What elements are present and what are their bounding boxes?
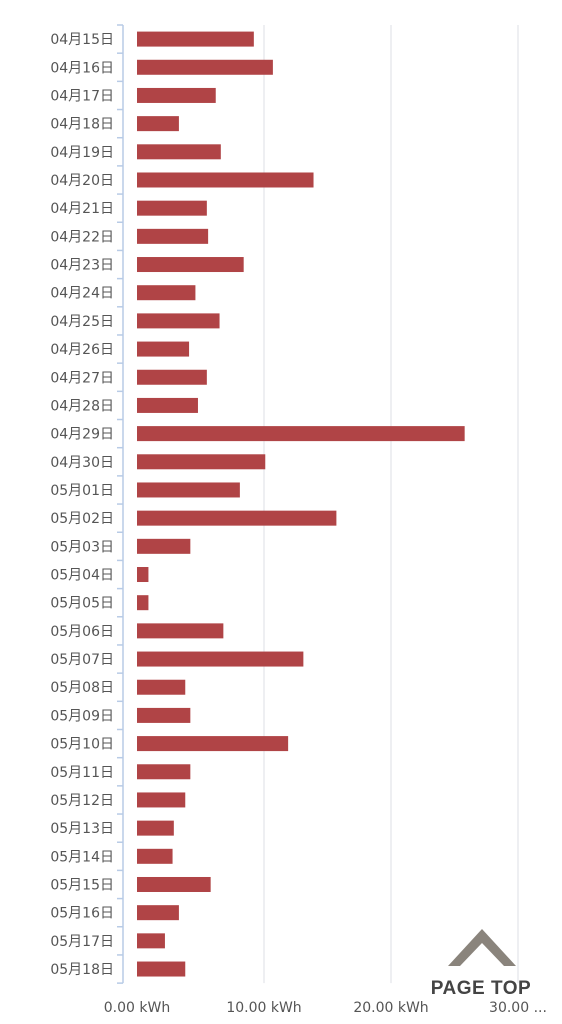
bar[interactable]: [137, 228, 209, 244]
bar[interactable]: [137, 538, 191, 554]
bar[interactable]: [137, 651, 304, 667]
bar[interactable]: [137, 116, 179, 132]
bar[interactable]: [137, 764, 191, 780]
bar[interactable]: [137, 172, 314, 188]
bar[interactable]: [137, 482, 240, 498]
bar[interactable]: [137, 426, 465, 442]
bar[interactable]: [137, 285, 196, 301]
category-label: 05月02日: [50, 511, 114, 527]
category-label: 04月16日: [50, 60, 114, 76]
x-tick-label: 20.00 kWh: [353, 1000, 428, 1016]
bar[interactable]: [137, 707, 191, 723]
bar[interactable]: [137, 257, 244, 273]
chevron-up-icon: [448, 929, 516, 966]
bar[interactable]: [137, 905, 179, 921]
x-tick-label: 10.00 kWh: [226, 1000, 301, 1016]
bar[interactable]: [137, 595, 149, 611]
bar[interactable]: [137, 736, 289, 752]
category-label: 04月26日: [50, 342, 114, 358]
page-top-label: PAGE TOP: [430, 978, 532, 999]
category-label: 04月19日: [50, 145, 114, 161]
bar[interactable]: [137, 59, 273, 75]
category-label: 04月30日: [50, 455, 114, 471]
bar[interactable]: [137, 144, 221, 160]
bar[interactable]: [137, 31, 254, 47]
category-label: 04月22日: [50, 229, 114, 245]
category-label: 04月21日: [50, 201, 114, 217]
category-label: 05月10日: [50, 737, 114, 753]
category-label: 04月29日: [50, 427, 114, 443]
category-label: 05月07日: [50, 652, 114, 668]
category-label: 05月01日: [50, 483, 114, 499]
category-label: 04月20日: [50, 173, 114, 189]
category-label: 05月15日: [50, 877, 114, 893]
bar[interactable]: [137, 200, 207, 216]
category-label: 05月09日: [50, 708, 114, 724]
x-tick-labels: 0.00 kWh 10.00 kWh 20.00 kWh 30.00 ...: [104, 1000, 547, 1016]
bar[interactable]: [137, 341, 190, 357]
category-label: 05月06日: [50, 624, 114, 640]
category-label: 04月27日: [50, 370, 114, 386]
category-label: 05月17日: [50, 934, 114, 950]
category-label: 04月23日: [50, 258, 114, 274]
category-label: 05月05日: [50, 596, 114, 612]
bar[interactable]: [137, 961, 186, 977]
category-label: 05月18日: [50, 962, 114, 978]
bar[interactable]: [137, 679, 186, 695]
category-label: 04月28日: [50, 398, 114, 414]
x-tick-label: 0.00 kWh: [104, 1000, 170, 1016]
category-label: 05月03日: [50, 539, 114, 555]
bar[interactable]: [137, 397, 198, 413]
bar[interactable]: [137, 313, 220, 329]
bar[interactable]: [137, 876, 211, 892]
page-top-button[interactable]: PAGE TOP: [426, 922, 536, 1002]
grid-lines: [263, 25, 519, 984]
bar[interactable]: [137, 567, 149, 583]
category-label: 05月04日: [50, 568, 114, 584]
bar[interactable]: [137, 623, 224, 639]
category-label: 04月25日: [50, 314, 114, 330]
bar[interactable]: [137, 848, 173, 864]
bar[interactable]: [137, 87, 216, 103]
category-label: 04月18日: [50, 117, 114, 133]
category-label: 04月24日: [50, 286, 114, 302]
category-label: 05月12日: [50, 793, 114, 809]
category-label: 05月14日: [50, 849, 114, 865]
bar[interactable]: [137, 933, 165, 949]
category-label: 05月11日: [50, 765, 114, 781]
bar[interactable]: [137, 792, 186, 808]
bar[interactable]: [137, 369, 207, 385]
bar[interactable]: [137, 820, 174, 836]
category-label: 05月13日: [50, 821, 114, 837]
category-label: 05月16日: [50, 906, 114, 922]
category-labels: 04月15日 04月16日 04月17日 04月18日 04月19日 04月20日 04月2…: [50, 32, 114, 978]
category-label: 04月17日: [50, 88, 114, 104]
bar[interactable]: [137, 454, 266, 470]
x-tick-label: 30.00 ...: [489, 1000, 547, 1016]
category-label: 04月15日: [50, 32, 114, 48]
category-label: 05月08日: [50, 680, 114, 696]
bar[interactable]: [137, 510, 337, 526]
bars: [137, 31, 465, 977]
y-axis: [117, 24, 124, 984]
